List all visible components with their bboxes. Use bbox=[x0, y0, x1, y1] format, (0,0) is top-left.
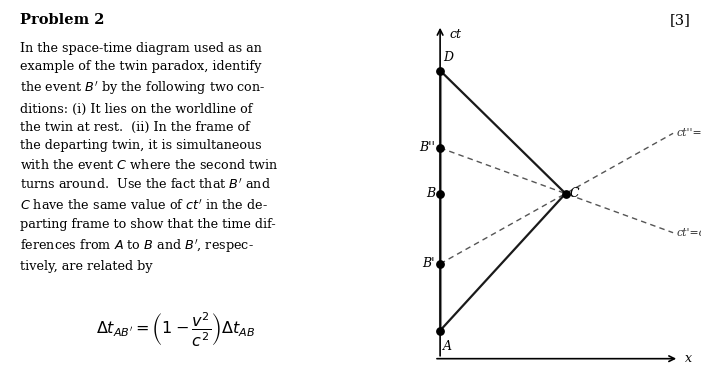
Text: ct: ct bbox=[449, 29, 461, 41]
Text: ct''=const: ct''=const bbox=[676, 128, 701, 138]
Point bbox=[435, 261, 446, 267]
Text: B': B' bbox=[423, 257, 435, 270]
Text: B: B bbox=[426, 187, 435, 200]
Point bbox=[435, 68, 446, 74]
Point bbox=[435, 191, 446, 197]
Text: Problem 2: Problem 2 bbox=[20, 13, 105, 27]
Text: C: C bbox=[570, 187, 579, 200]
Text: $\Delta t_{AB'} = \left(1 - \dfrac{v^2}{c^2}\right) \Delta t_{AB}$: $\Delta t_{AB'} = \left(1 - \dfrac{v^2}{… bbox=[95, 310, 255, 348]
Text: B'': B'' bbox=[419, 141, 435, 154]
Text: x: x bbox=[685, 352, 692, 365]
Point bbox=[435, 328, 446, 333]
Text: [3]: [3] bbox=[669, 13, 690, 27]
Text: A: A bbox=[443, 340, 452, 354]
Point bbox=[435, 145, 446, 151]
Text: In the space-time diagram used as an
example of the twin paradox, identify
the e: In the space-time diagram used as an exa… bbox=[20, 42, 279, 273]
Text: ct'=const: ct'=const bbox=[676, 228, 701, 238]
Text: D: D bbox=[443, 51, 454, 64]
Point bbox=[560, 191, 571, 197]
